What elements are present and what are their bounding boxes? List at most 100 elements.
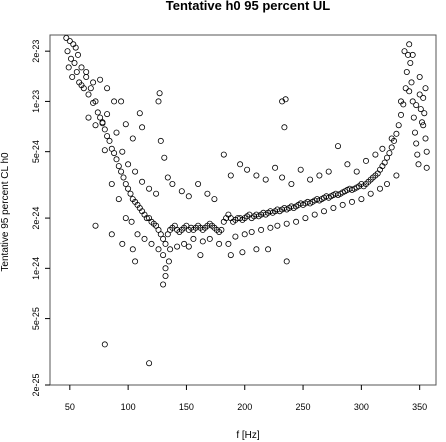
data-point — [316, 172, 323, 179]
data-point — [118, 98, 125, 105]
x-tick-label: 250 — [296, 402, 311, 412]
data-point — [414, 151, 421, 158]
data-point — [83, 74, 90, 81]
data-point — [283, 220, 290, 227]
data-point — [395, 122, 402, 129]
data-point — [248, 228, 255, 235]
data-point — [115, 196, 122, 203]
data-point — [122, 215, 129, 222]
data-point — [274, 222, 281, 229]
data-point — [66, 38, 73, 45]
y-tick-label: 5e-24 — [31, 140, 41, 163]
data-point — [122, 180, 129, 187]
data-point — [104, 85, 111, 92]
data-point — [181, 240, 188, 247]
data-point — [85, 91, 92, 98]
data-point — [388, 135, 395, 142]
data-point — [169, 180, 176, 187]
y-axis: 2e-25 5e-25 1e-24 2e-24 5e-24 1e-23 2e-23 — [31, 40, 50, 397]
data-point — [320, 208, 327, 215]
data-point — [148, 240, 155, 247]
data-point — [232, 233, 239, 240]
data-point — [237, 161, 244, 168]
data-point — [156, 90, 163, 97]
data-point — [73, 69, 80, 76]
x-tick-label: 100 — [121, 402, 136, 412]
data-point — [75, 51, 82, 58]
y-tick-label: 5e-25 — [31, 307, 41, 330]
data-point — [165, 258, 172, 265]
data-point — [87, 85, 94, 92]
data-point — [155, 98, 162, 105]
data-point — [211, 196, 218, 203]
data-point — [227, 252, 234, 259]
data-point — [417, 106, 424, 113]
data-point — [72, 44, 79, 51]
y-axis-label: Tentative 95 percent CL h0 — [0, 152, 11, 272]
data-point — [334, 143, 341, 150]
data-point — [119, 148, 126, 155]
data-point — [372, 151, 379, 158]
data-point — [253, 172, 260, 179]
data-point — [283, 258, 290, 265]
data-point — [125, 161, 132, 168]
data-point — [344, 161, 351, 168]
plot-frame — [49, 34, 437, 386]
data-point — [155, 246, 162, 253]
x-axis: 50 100 150 200 250 300 350 — [65, 385, 427, 412]
data-point — [272, 164, 279, 171]
data-point — [106, 137, 113, 144]
data-point — [199, 238, 206, 245]
data-point — [129, 135, 136, 142]
data-point — [408, 79, 415, 86]
data-point — [146, 360, 153, 367]
data-point — [265, 246, 272, 253]
data-point — [92, 122, 99, 129]
data-point — [393, 130, 400, 137]
data-point — [302, 215, 309, 222]
data-point — [420, 94, 427, 101]
data-point — [293, 218, 300, 225]
data-point — [195, 180, 202, 187]
data-point — [311, 211, 318, 218]
data-point — [78, 82, 85, 89]
data-point — [122, 121, 129, 128]
data-point — [97, 76, 104, 83]
data-point — [164, 174, 171, 181]
data-point — [63, 35, 70, 42]
data-point — [167, 246, 174, 253]
y-tick-label: 2e-25 — [31, 373, 41, 396]
data-point — [94, 109, 101, 116]
data-point — [416, 91, 423, 98]
data-point — [129, 246, 136, 253]
data-point — [127, 190, 134, 197]
data-point — [407, 60, 414, 67]
data-point — [239, 249, 246, 256]
data-point — [330, 204, 337, 211]
data-point — [339, 201, 346, 208]
data-point — [111, 150, 118, 157]
data-point — [120, 174, 127, 181]
data-point — [118, 168, 125, 175]
data-point — [157, 137, 164, 144]
data-point — [262, 176, 269, 183]
data-point — [101, 147, 108, 154]
x-tick-label: 200 — [237, 402, 252, 412]
data-point — [136, 110, 143, 117]
data-point — [307, 176, 314, 183]
y-tick-label: 1e-24 — [31, 257, 41, 280]
data-point — [65, 64, 72, 71]
data-point — [197, 252, 204, 259]
data-point — [78, 64, 85, 71]
data-point — [92, 222, 99, 229]
data-point — [225, 240, 232, 247]
data-point — [367, 190, 374, 197]
x-tick-label: 150 — [179, 402, 194, 412]
data-point — [113, 129, 120, 136]
data-point — [162, 265, 169, 272]
data-point — [415, 161, 422, 168]
data-point — [423, 148, 430, 155]
data-point — [402, 85, 409, 92]
data-point — [413, 102, 420, 109]
data-point — [178, 188, 185, 195]
